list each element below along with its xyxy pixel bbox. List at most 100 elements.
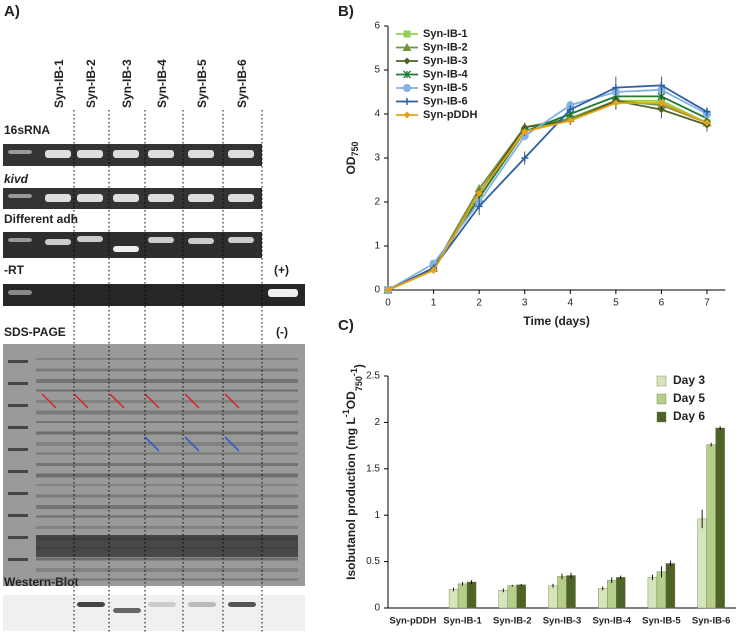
legend-label: Syn-IB-1: [423, 28, 468, 40]
legend-label: Day 3: [673, 373, 705, 387]
red-arrow: [41, 393, 57, 409]
marker: [430, 266, 438, 274]
row-label: SDS-PAGE: [4, 325, 66, 339]
gel-band: [148, 602, 176, 607]
marker-band: [8, 426, 28, 429]
gel-band: [228, 237, 254, 243]
y-tick-label: 1: [374, 241, 380, 252]
gel-band: [148, 194, 174, 202]
gel-band: [188, 602, 216, 607]
marker: [612, 84, 620, 92]
gel-band: [77, 236, 103, 242]
x-axis-label: Time (days): [523, 314, 589, 328]
row-label: Western-Blot: [4, 575, 78, 589]
y-axis-label-part: 750: [354, 376, 364, 391]
blue-arrow: [224, 436, 240, 452]
bar: [448, 589, 459, 609]
legend-marker: [403, 57, 411, 65]
x-tick-label: Syn-IB-1: [443, 616, 482, 627]
gel-band: [45, 150, 71, 158]
x-tick-label: 0: [385, 298, 391, 309]
gel-band: [45, 239, 71, 245]
legend-marker: [403, 111, 411, 119]
y-tick-label: 0.5: [366, 556, 380, 567]
marker: [384, 286, 392, 294]
legend-swatch: [656, 393, 667, 405]
x-tick-label: Syn-IB-2: [493, 616, 532, 627]
gel-adh: [3, 232, 262, 258]
gel-band: [148, 237, 174, 243]
marker-band: [8, 448, 28, 451]
legend-label: Syn-IB-6: [423, 95, 468, 107]
legend-marker: [403, 70, 411, 79]
gel-rt: [3, 284, 305, 306]
protein-band: [36, 484, 298, 486]
panel-label: B): [338, 3, 354, 20]
bar: [466, 581, 477, 609]
protein-band: [36, 442, 298, 446]
row-label: Different adh: [4, 212, 78, 226]
legend-swatch: [656, 411, 667, 423]
lane-label: Syn-IB-1: [52, 59, 66, 108]
legend-label: Syn-IB-5: [423, 82, 468, 94]
marker: [612, 99, 620, 107]
bar: [498, 590, 508, 609]
gel-band: [188, 150, 214, 158]
blue-arrow: [144, 436, 160, 452]
marker: [657, 99, 665, 107]
legend-label: Syn-IB-3: [423, 55, 468, 67]
y-tick-label: 2: [374, 197, 380, 208]
gel-band: [113, 608, 141, 613]
protein-band: [36, 463, 298, 466]
y-tick-label: 6: [374, 21, 380, 32]
gel-band: [113, 150, 139, 158]
gel-band: [8, 290, 32, 295]
legend-label: Syn-pDDH: [423, 109, 477, 121]
gel-band: [45, 194, 71, 202]
x-tick-label: Syn-IB-3: [543, 616, 582, 627]
marker-band: [8, 514, 28, 517]
blue-arrow: [184, 436, 200, 452]
y-axis-label-part: ): [352, 364, 366, 368]
y-axis-label-part: -1: [349, 368, 359, 376]
series-line: [387, 102, 708, 291]
gel-band: [228, 150, 254, 158]
gel-band: [77, 194, 103, 202]
legend-swatch: [656, 375, 667, 387]
legend-marker: [403, 84, 411, 92]
y-axis-label-part: -1: [341, 409, 351, 417]
y-tick-label: 0: [374, 285, 380, 296]
y-tick-label: 1: [374, 510, 380, 521]
y-tick-label: 3: [374, 153, 380, 164]
marker: [566, 117, 574, 125]
bar: [457, 583, 468, 609]
marker-band: [8, 382, 28, 385]
protein-band: [36, 557, 298, 561]
protein-band: [36, 379, 298, 383]
marker: [521, 154, 529, 162]
gel-band: [228, 194, 254, 202]
lane-label: Syn-IB-6: [235, 59, 249, 108]
protein-band: [36, 473, 298, 478]
legend-marker: [403, 30, 411, 38]
marker: [475, 189, 483, 197]
x-tick-label: 3: [522, 298, 528, 309]
x-tick-label: Syn-IB-6: [692, 616, 731, 627]
x-tick-label: Syn-IB-5: [642, 616, 681, 627]
protein-band: [36, 358, 298, 360]
bar: [557, 576, 567, 609]
protein-band: [36, 452, 298, 455]
gel-band: [77, 150, 103, 158]
gel-band: [228, 602, 256, 607]
x-tick-label: 4: [568, 298, 574, 309]
gel-band: [8, 238, 32, 242]
gel-western: [3, 595, 305, 631]
y-tick-label: 2.5: [366, 371, 380, 382]
lane-label: Syn-IB-2: [84, 59, 98, 108]
y-axis-label-part: Isobutanol production (mg L: [344, 417, 358, 580]
protein-band: [36, 578, 298, 581]
red-arrow: [184, 393, 200, 409]
row-label: -RT: [4, 263, 25, 277]
